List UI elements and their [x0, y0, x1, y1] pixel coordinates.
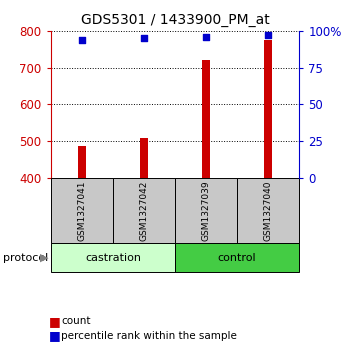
Text: castration: castration [85, 253, 141, 262]
Bar [51, 178, 113, 243]
Bar [51, 243, 175, 272]
Bar [237, 178, 299, 243]
Point [141, 35, 147, 41]
Bar [202, 60, 210, 178]
Bar [265, 40, 272, 178]
Bar [113, 178, 175, 243]
Point [79, 37, 85, 42]
Bar [175, 178, 237, 243]
Text: GSM1327040: GSM1327040 [264, 180, 273, 241]
Text: ▶: ▶ [40, 253, 49, 262]
Text: ■: ■ [48, 329, 60, 342]
Text: GSM1327039: GSM1327039 [202, 180, 211, 241]
Point [265, 32, 271, 38]
Bar [78, 146, 85, 178]
Title: GDS5301 / 1433900_PM_at: GDS5301 / 1433900_PM_at [80, 13, 270, 27]
Bar [175, 243, 299, 272]
Text: GSM1327042: GSM1327042 [139, 180, 148, 241]
Text: GSM1327041: GSM1327041 [77, 180, 86, 241]
Text: count: count [61, 316, 91, 326]
Bar [140, 138, 148, 178]
Text: percentile rank within the sample: percentile rank within the sample [61, 331, 237, 341]
Text: control: control [218, 253, 257, 262]
Text: protocol: protocol [4, 253, 49, 262]
Point [203, 34, 209, 40]
Text: ■: ■ [48, 315, 60, 328]
